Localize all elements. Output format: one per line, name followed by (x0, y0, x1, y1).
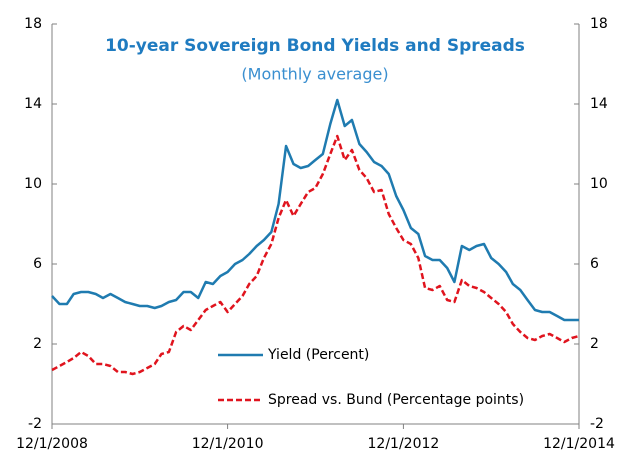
legend-label: Spread vs. Bund (Percentage points) (268, 392, 524, 408)
x-tick-label: 12/1/2014 (543, 436, 615, 452)
y2-tick-label: 10 (590, 176, 608, 192)
y2-tick-label: 18 (590, 16, 608, 32)
y-tick-label: 2 (33, 336, 42, 352)
series-line (51, 98, 579, 322)
x-tick-label: 12/1/2012 (368, 436, 440, 452)
y2-tick-label: 14 (590, 96, 608, 112)
y2-tick-label: 6 (590, 256, 599, 272)
x-tick-label: 12/1/2008 (16, 436, 88, 452)
y2-tick-label: 2 (590, 336, 599, 352)
series-line (51, 134, 580, 376)
chart-title: 10-year Sovereign Bond Yields and Spread… (105, 36, 525, 56)
x-tick-label: 12/1/2010 (192, 436, 264, 452)
y-tick-label: 6 (33, 256, 42, 272)
y2-tick-label: -2 (590, 416, 604, 432)
y-tick-label: 14 (24, 96, 42, 112)
y-tick-label: -2 (28, 416, 42, 432)
y-tick-label: 10 (24, 176, 42, 192)
y-tick-label: 18 (24, 16, 42, 32)
legend-label: Yield (Percent) (267, 347, 369, 363)
chart-subtitle: (Monthly average) (241, 65, 388, 84)
